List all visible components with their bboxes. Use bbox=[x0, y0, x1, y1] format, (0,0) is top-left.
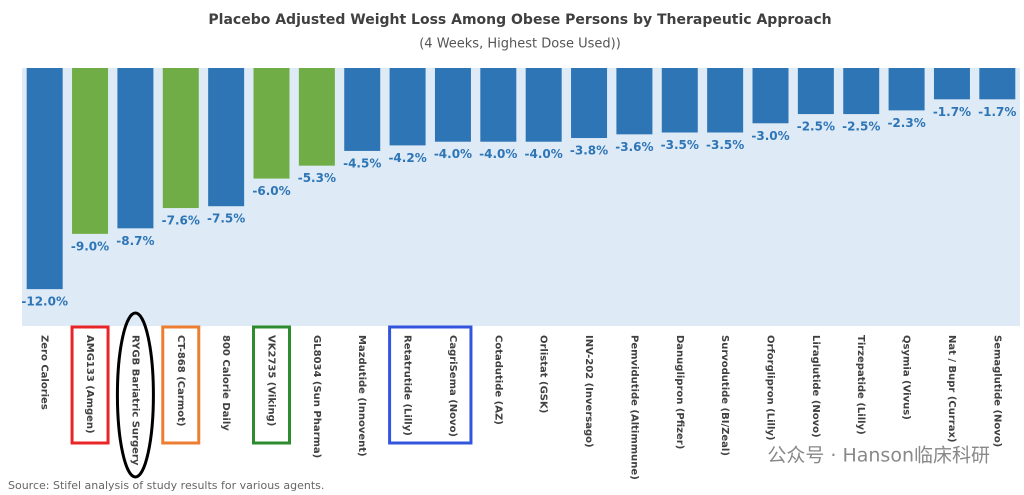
bar bbox=[117, 68, 154, 229]
x-tick-label: CT-868 (Carmot) bbox=[175, 335, 186, 426]
bar bbox=[933, 68, 970, 100]
highlight-box bbox=[388, 325, 473, 445]
x-tick-label: Orlistat (GSK) bbox=[538, 335, 549, 413]
highlight-ellipse bbox=[115, 311, 155, 479]
data-label: -4.0% bbox=[479, 147, 517, 161]
bar bbox=[707, 68, 744, 133]
bar bbox=[843, 68, 880, 115]
bar bbox=[162, 68, 199, 209]
data-label: -2.3% bbox=[887, 116, 925, 130]
data-label: -3.8% bbox=[570, 144, 608, 158]
bar bbox=[752, 68, 789, 124]
x-tick-label: 800 Calorie Daily bbox=[220, 335, 231, 431]
bar bbox=[571, 68, 608, 139]
x-tick-label: Orforglipron (Lilly) bbox=[765, 335, 776, 440]
chart-title: Placebo Adjusted Weight Loss Among Obese… bbox=[208, 12, 831, 28]
data-label: -6.0% bbox=[252, 184, 290, 198]
data-label: -4.0% bbox=[525, 147, 563, 161]
x-tick-label: Retatrutide (Lilly) bbox=[402, 335, 413, 436]
x-tick-label: Danuglipron (Pfizer) bbox=[674, 335, 685, 449]
x-tick-label: Liraglutide (Novo) bbox=[810, 335, 821, 438]
chart-subtitle: (4 Weeks, Highest Dose Used)) bbox=[419, 37, 621, 52]
x-tick-label: AMG133 (Amgen) bbox=[84, 335, 95, 434]
bar bbox=[72, 68, 109, 234]
bar bbox=[298, 68, 335, 166]
x-tick-label: RYGB Bariatric Surgery bbox=[129, 335, 140, 466]
x-tick-label: Zero Calories bbox=[39, 335, 50, 410]
data-label: -2.5% bbox=[797, 120, 835, 134]
bar bbox=[888, 68, 925, 111]
x-tick-label: VK2735 (Viking) bbox=[266, 335, 277, 426]
bar bbox=[253, 68, 290, 179]
data-label: -9.0% bbox=[71, 239, 109, 253]
data-label: -3.6% bbox=[615, 140, 653, 154]
bar bbox=[434, 68, 471, 142]
highlight-box bbox=[161, 325, 201, 445]
x-tick-label: Survodutide (BI/Zeal) bbox=[719, 335, 730, 456]
x-tick-label: Nat / Bupr (Currax) bbox=[946, 335, 957, 443]
bar bbox=[389, 68, 426, 146]
data-label: -4.2% bbox=[388, 151, 426, 165]
data-label: -12.0% bbox=[21, 295, 68, 309]
data-label: -3.0% bbox=[751, 129, 789, 143]
bar bbox=[344, 68, 381, 151]
bar bbox=[26, 68, 63, 290]
bar bbox=[797, 68, 834, 115]
data-label: -4.5% bbox=[343, 156, 381, 170]
highlight-box bbox=[70, 325, 110, 445]
bar bbox=[525, 68, 562, 142]
data-label: -8.7% bbox=[116, 234, 154, 248]
x-tick-label: Tirzepatide (Lilly) bbox=[855, 335, 866, 435]
source-note: Source: Stifel analysis of study results… bbox=[8, 479, 324, 492]
data-label: -3.5% bbox=[706, 138, 744, 152]
x-tick-label: CagriSema (Novo) bbox=[447, 335, 458, 437]
bar bbox=[661, 68, 698, 133]
data-label: -1.7% bbox=[978, 105, 1016, 119]
x-tick-label: INV-202 (Inversago) bbox=[583, 335, 594, 448]
data-label: -1.7% bbox=[933, 105, 971, 119]
watermark: 公众号 · Hanson临床科研 bbox=[767, 445, 990, 467]
x-tick-label: Mazdutide (Innovent) bbox=[356, 335, 367, 457]
x-tick-label: GL8034 (Sun Pharma) bbox=[311, 335, 322, 458]
data-label: -4.0% bbox=[434, 147, 472, 161]
bar bbox=[480, 68, 517, 142]
bar bbox=[208, 68, 245, 207]
x-tick-label: Qsymia (Vivus) bbox=[901, 335, 912, 420]
x-tick-label: Pemvidutide (Altimmune) bbox=[628, 335, 639, 480]
data-label: -7.5% bbox=[207, 212, 245, 226]
data-label: -5.3% bbox=[298, 171, 336, 185]
bar bbox=[616, 68, 653, 135]
x-tick-label: Cotadutide (AZ) bbox=[492, 335, 503, 425]
data-label: -7.6% bbox=[162, 214, 200, 228]
x-tick-label: Semaglutide (Novo) bbox=[991, 335, 1002, 447]
highlight-box bbox=[252, 325, 291, 445]
bar bbox=[979, 68, 1016, 100]
data-label: -2.5% bbox=[842, 120, 880, 134]
data-label: -3.5% bbox=[661, 138, 699, 152]
